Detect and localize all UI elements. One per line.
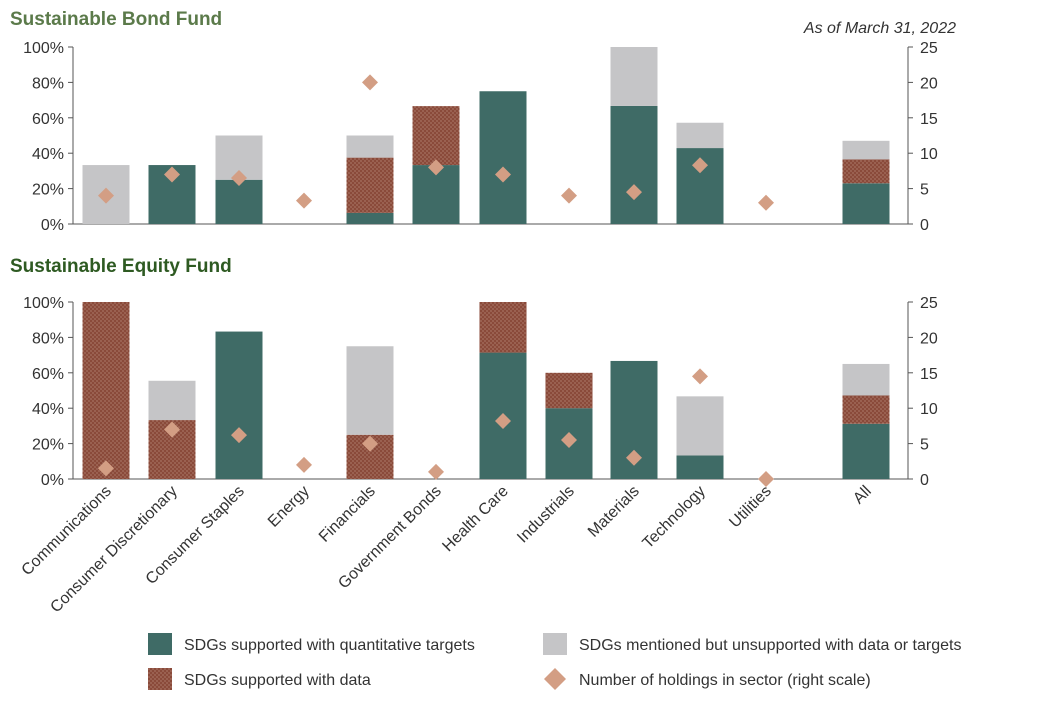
legend-swatch-holdings (544, 668, 566, 690)
bar-quantitative (842, 183, 890, 224)
holdings-point (98, 460, 114, 477)
category-label: Consumer Discretionary (47, 483, 180, 616)
holdings-point (98, 187, 114, 204)
bar-quantitative (215, 331, 263, 479)
bar-data (346, 157, 394, 213)
left-tick-label: 100% (23, 40, 64, 57)
right-tick-label: 10 (920, 146, 938, 163)
bar-data (842, 395, 890, 424)
holdings-point (231, 169, 247, 186)
bar-mentioned (842, 363, 890, 396)
holdings-point (626, 184, 642, 201)
holdings-point (296, 456, 312, 473)
category-label: Health Care (439, 483, 511, 555)
bar-quantitative (610, 105, 658, 224)
bar-quantitative (215, 179, 263, 224)
holdings-point (231, 427, 247, 444)
left-tick-label: 80% (32, 75, 64, 92)
left-tick-label: 100% (23, 295, 64, 312)
right-tick-label: 0 (920, 472, 929, 489)
holdings-point (362, 74, 378, 91)
right-tick-label: 15 (920, 111, 938, 128)
holdings-point (561, 432, 577, 449)
right-tick-label: 10 (920, 401, 938, 418)
right-tick-label: 5 (920, 437, 929, 454)
holdings-point (495, 412, 511, 429)
legend-label-quantitative: SDGs supported with quantitative targets (184, 637, 475, 654)
panel-bond: Sustainable Bond Fund 0% 20% 40% 60% 80% 100% 0… (10, 9, 938, 234)
legend-label-mentioned: SDGs mentioned but unsupported with data… (579, 637, 961, 654)
bar-data (545, 372, 593, 409)
holdings-point (362, 435, 378, 452)
left-tick-label: 60% (32, 366, 64, 383)
holdings-point (692, 368, 708, 385)
left-tick-label: 40% (32, 401, 64, 418)
bar-quantitative (346, 212, 394, 224)
right-tick-label: 15 (920, 366, 938, 383)
left-tick-label: 20% (32, 182, 64, 199)
holdings-point (164, 421, 180, 438)
bar-mentioned (610, 47, 658, 106)
category-label: Industrials (514, 483, 578, 547)
bar-mentioned (346, 135, 394, 158)
right-tick-label: 25 (920, 295, 938, 312)
right-tick-label: 20 (920, 75, 938, 92)
bar-mentioned (842, 140, 890, 160)
legend-label-holdings: Number of holdings in sector (right scal… (579, 672, 871, 689)
bar-data (842, 159, 890, 184)
category-label: Financials (316, 483, 379, 546)
bar-quantitative (479, 91, 527, 224)
category-label: Technology (640, 483, 709, 552)
left-tick-label: 20% (32, 437, 64, 454)
bar-data (412, 106, 460, 166)
holdings-point (495, 166, 511, 183)
right-tick-label: 20 (920, 330, 938, 347)
holdings-point (758, 471, 774, 487)
panel-title: Sustainable Equity Fund (10, 256, 232, 277)
holdings-point (164, 166, 180, 183)
as-of-date: As of March 31, 2022 (803, 20, 956, 37)
right-tick-label: 5 (920, 182, 929, 199)
bar-quantitative (676, 455, 724, 479)
category-label: All (850, 483, 875, 508)
bar-data (82, 302, 130, 479)
holdings-point (626, 449, 642, 466)
legend-label-data: SDGs supported with data (184, 672, 371, 689)
holdings-point (692, 157, 708, 174)
holdings-point (296, 192, 312, 209)
holdings-point (561, 187, 577, 204)
legend: SDGs supported with quantitative targets… (148, 633, 961, 690)
bar-quantitative (842, 423, 890, 479)
bar-mentioned (676, 396, 724, 456)
category-label: Materials (585, 483, 643, 541)
panel-title: Sustainable Bond Fund (10, 9, 222, 30)
bar-mentioned (346, 346, 394, 435)
right-tick-label: 25 (920, 40, 938, 57)
legend-swatch-data (148, 668, 172, 690)
legend-swatch-mentioned (543, 633, 567, 655)
category-label: Utilities (726, 483, 774, 531)
bar-data (479, 302, 527, 353)
holdings-point (428, 463, 444, 480)
panel-equity: Sustainable Equity Fund0%20%40%60%80%100… (10, 256, 938, 489)
left-tick-label: 0% (41, 217, 64, 234)
category-label: Energy (265, 483, 313, 531)
bar-mentioned (676, 122, 724, 149)
holdings-point (758, 194, 774, 211)
legend-swatch-quantitative (148, 633, 172, 655)
right-tick-label: 0 (920, 217, 929, 234)
bar-mentioned (148, 380, 196, 421)
left-tick-label: 40% (32, 146, 64, 163)
left-tick-label: 0% (41, 472, 64, 489)
left-tick-label: 80% (32, 330, 64, 347)
holdings-point (428, 159, 444, 176)
left-tick-label: 60% (32, 111, 64, 128)
